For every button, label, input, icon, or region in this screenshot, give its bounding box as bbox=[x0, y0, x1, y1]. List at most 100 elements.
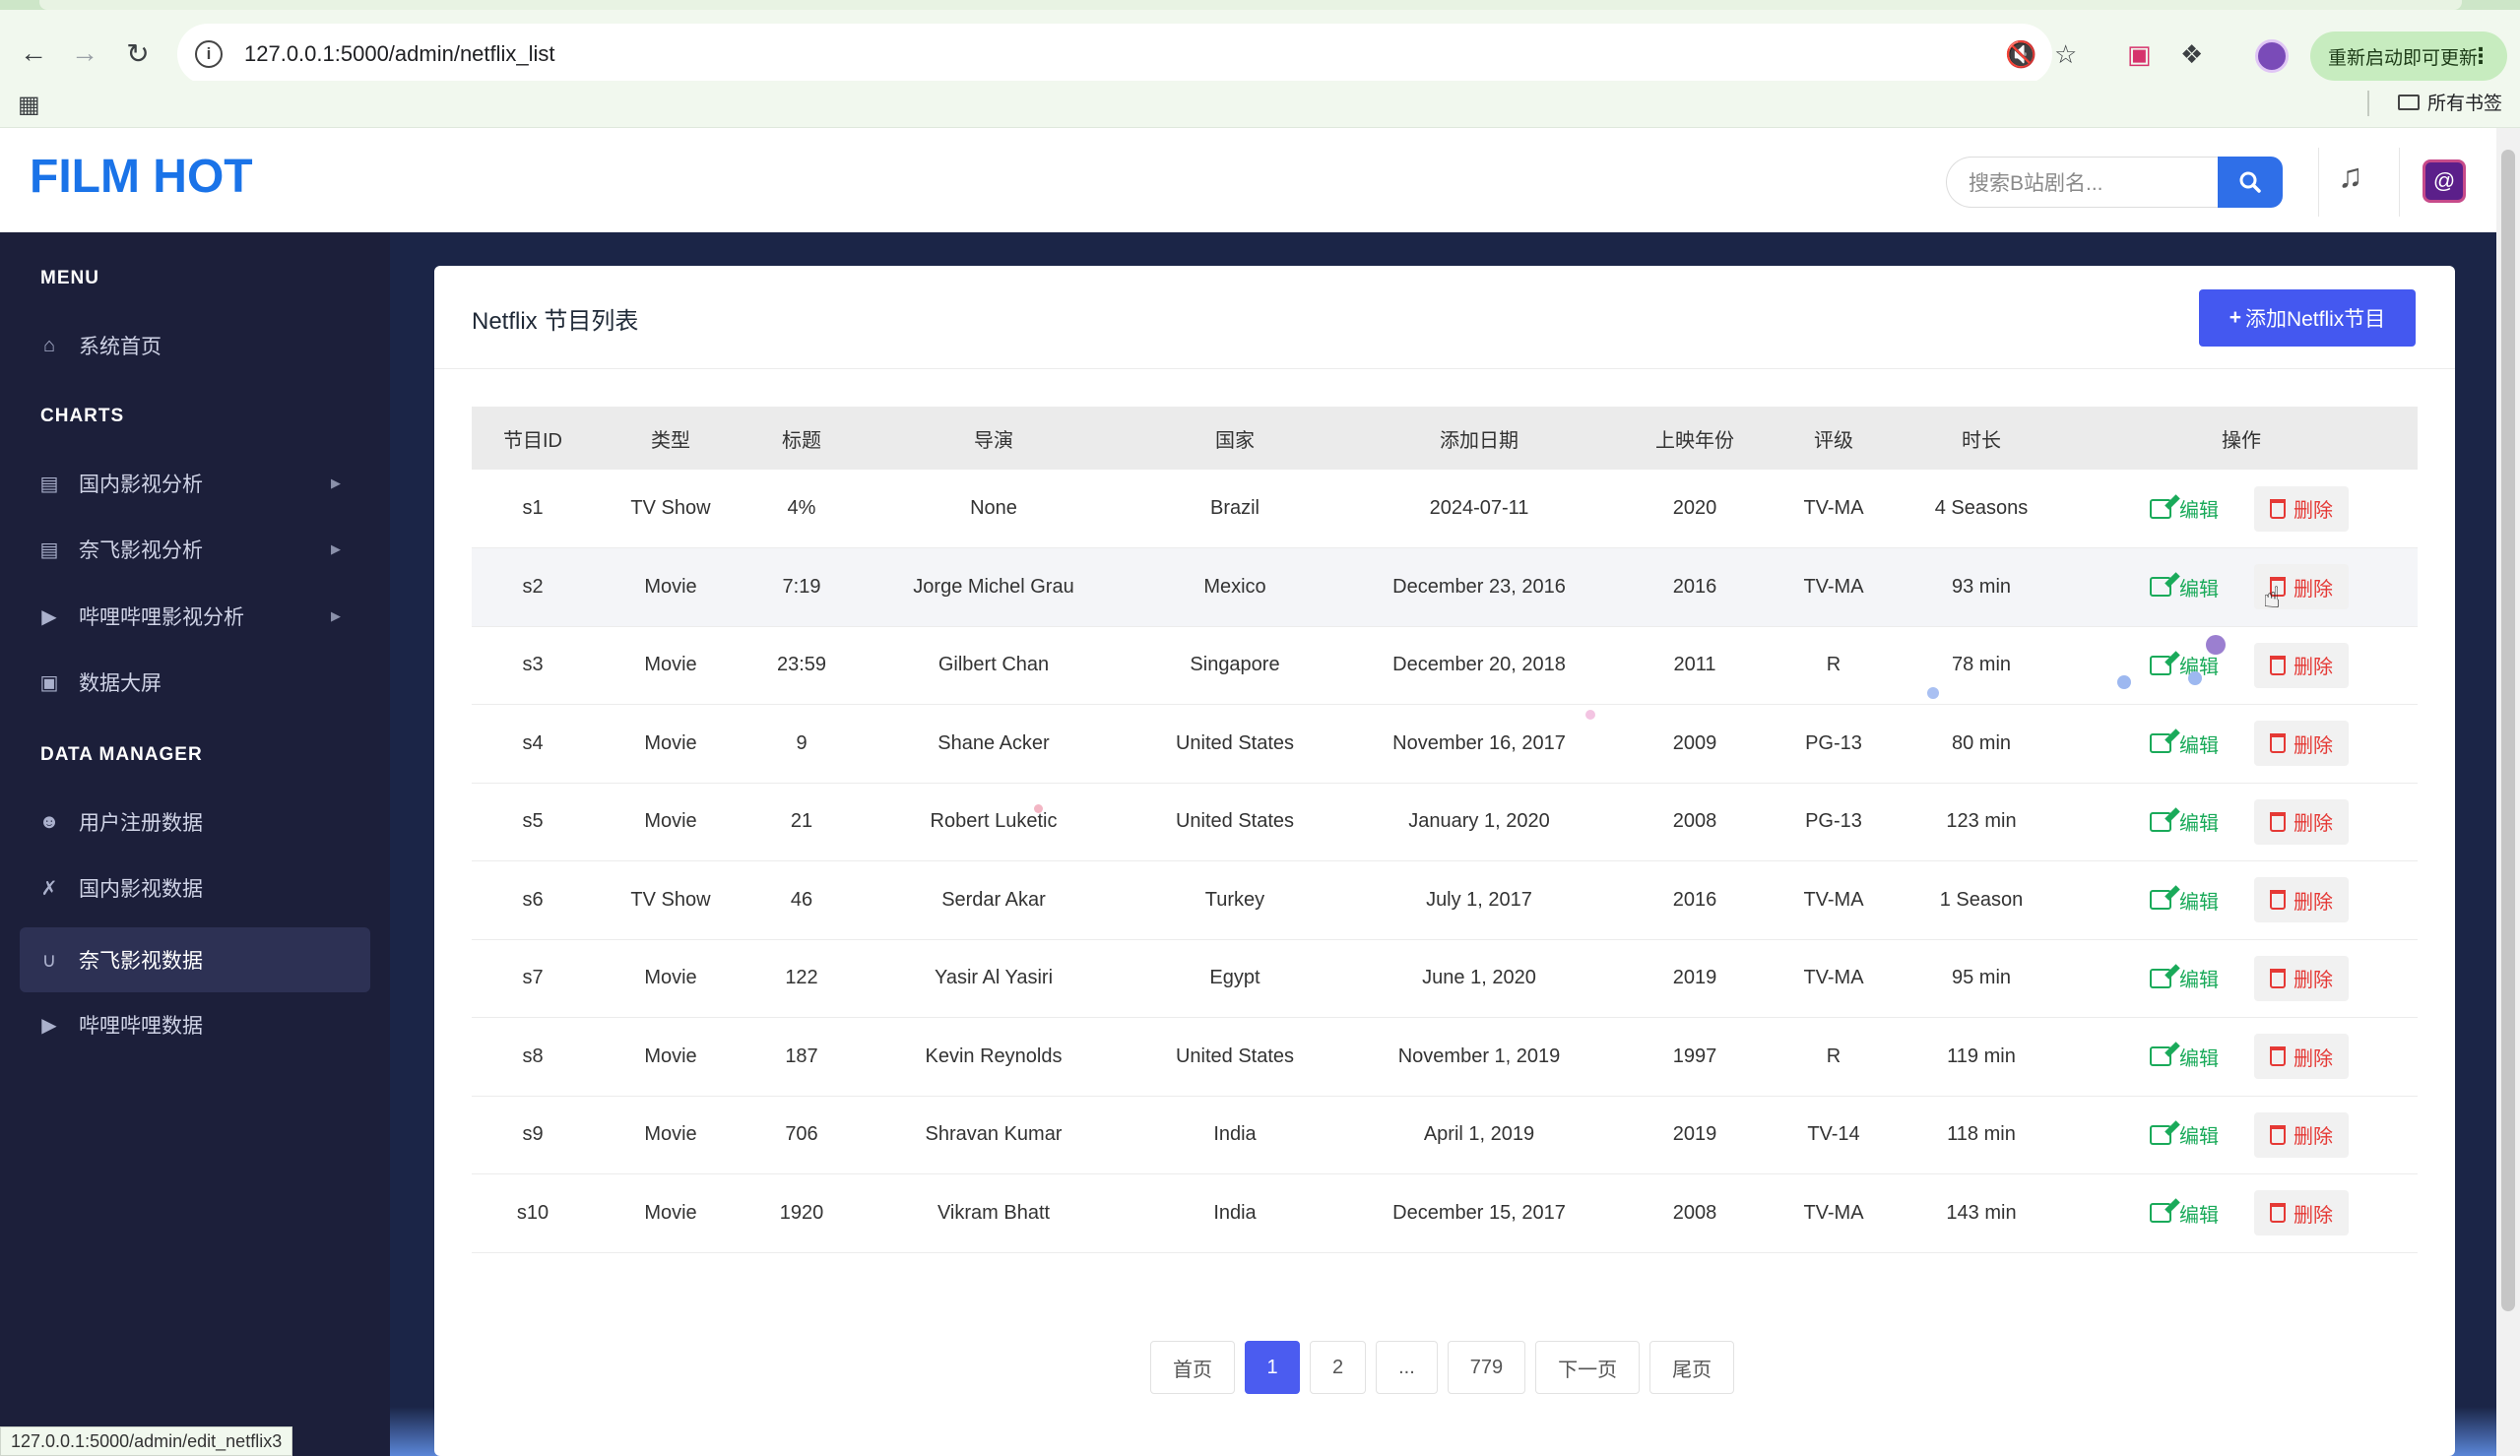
actions-cell: 编辑 删除 bbox=[2065, 1173, 2418, 1253]
page-button[interactable]: ... bbox=[1376, 1341, 1438, 1394]
translate-extension-icon[interactable]: ▣ bbox=[2127, 39, 2152, 69]
trash-icon bbox=[2270, 733, 2286, 754]
table-cell: 80 min bbox=[1898, 704, 2065, 784]
edit-button[interactable]: 编辑 bbox=[2134, 877, 2234, 922]
table-cell: s10 bbox=[472, 1173, 594, 1253]
search-input[interactable]: 搜索B站剧名... bbox=[1946, 157, 2218, 208]
table-row: s5 Movie 21 Robert Luketic United States Janu… bbox=[472, 783, 2418, 861]
edit-icon bbox=[2150, 968, 2171, 988]
restart-update-button[interactable]: 重新启动即可更新 ⋮ bbox=[2310, 32, 2507, 81]
search-button[interactable] bbox=[2218, 157, 2283, 208]
sidebar-item-label: 国内影视分析 bbox=[79, 474, 203, 496]
table-cell: 2009 bbox=[1620, 704, 1770, 784]
table-cell: April 1, 2019 bbox=[1338, 1096, 1620, 1174]
edit-button[interactable]: 编辑 bbox=[2134, 799, 2234, 845]
table-row: s10 Movie 1920 Vikram Bhatt India December 15… bbox=[472, 1173, 2418, 1253]
logo[interactable]: FILM HOT bbox=[30, 151, 253, 203]
edit-label: 编辑 bbox=[2179, 1047, 2219, 1070]
scrollbar-thumb[interactable] bbox=[2501, 150, 2515, 1311]
table-cell: 118 min bbox=[1898, 1096, 2065, 1174]
active-tab[interactable] bbox=[39, 0, 2462, 10]
music-icon[interactable]: ♫ bbox=[2338, 158, 2363, 195]
delete-button[interactable]: 删除 bbox=[2254, 955, 2349, 1001]
table-cell: s3 bbox=[472, 626, 594, 705]
search-placeholder: 搜索B站剧名... bbox=[1969, 172, 2103, 195]
edit-button[interactable]: 编辑 bbox=[2134, 486, 2234, 532]
column-header: 类型 bbox=[594, 407, 747, 470]
avatar[interactable]: @ bbox=[2423, 159, 2466, 203]
page-title: Netflix 节目列表 bbox=[472, 308, 639, 335]
page-button[interactable]: 779 bbox=[1447, 1341, 1526, 1394]
trash-icon bbox=[2270, 655, 2286, 675]
table-cell: Movie bbox=[594, 704, 747, 784]
table-cell: TV-MA bbox=[1770, 1173, 1898, 1253]
edit-button[interactable]: 编辑 bbox=[2134, 1034, 2234, 1079]
apps-grid-icon[interactable]: ▦ bbox=[18, 92, 40, 118]
table-cell: PG-13 bbox=[1770, 783, 1898, 861]
delete-button[interactable]: 删除 bbox=[2254, 721, 2349, 767]
menu-dots-icon[interactable]: ⋮ bbox=[2470, 43, 2491, 68]
table-cell: Gilbert Chan bbox=[856, 626, 1131, 705]
column-header: 添加日期 bbox=[1338, 407, 1620, 470]
column-header: 标题 bbox=[747, 407, 856, 470]
table-cell: 46 bbox=[747, 860, 856, 940]
table-cell: 2019 bbox=[1620, 939, 1770, 1018]
delete-label: 删除 bbox=[2294, 734, 2333, 757]
add-netflix-button[interactable]: + 添加Netflix节目 bbox=[2199, 289, 2416, 347]
table-cell: June 1, 2020 bbox=[1338, 939, 1620, 1018]
column-header: 节目ID bbox=[472, 407, 594, 470]
tab-strip bbox=[0, 0, 2520, 10]
sidebar-item-bilibili-analysis[interactable]: ▶ 哔哩哔哩影视分析 ▶ bbox=[20, 584, 370, 649]
sidebar-item-users-data[interactable]: ☻ 用户注册数据 bbox=[20, 790, 370, 855]
page-scrollbar[interactable] bbox=[2496, 128, 2520, 1456]
delete-button[interactable]: 删除 bbox=[2254, 798, 2349, 845]
sidebar-item-home[interactable]: ⌂ 系统首页 bbox=[20, 313, 370, 378]
profile-avatar-icon[interactable] bbox=[2255, 39, 2289, 73]
mute-icon[interactable]: 🔇 bbox=[2005, 39, 2037, 69]
table-cell: TV Show bbox=[594, 860, 747, 940]
edit-button[interactable]: 编辑 bbox=[2134, 1112, 2234, 1158]
reload-icon[interactable]: ↻ bbox=[126, 37, 150, 69]
add-netflix-label: 添加Netflix节目 bbox=[2244, 308, 2386, 331]
delete-button[interactable]: 删除 bbox=[2254, 877, 2349, 923]
edit-button[interactable]: 编辑 bbox=[2134, 1190, 2234, 1235]
all-bookmarks-button[interactable]: 所有书签 bbox=[2398, 89, 2502, 115]
delete-label: 删除 bbox=[2294, 578, 2333, 601]
bookmark-star-icon[interactable]: ☆ bbox=[2054, 39, 2078, 69]
sidebar-item-netflix-analysis[interactable]: ▤ 奈飞影视分析 ▶ bbox=[20, 517, 370, 582]
edit-button[interactable]: 编辑 bbox=[2134, 564, 2234, 609]
sidebar-item-dashboard[interactable]: ▣ 数据大屏 bbox=[20, 650, 370, 715]
table-cell: TV Show bbox=[594, 470, 747, 548]
table-cell: Egypt bbox=[1131, 939, 1338, 1018]
sidebar-item-bilibili-data[interactable]: ▶ 哔哩哔哩数据 bbox=[20, 992, 370, 1057]
delete-button[interactable]: 删除 bbox=[2254, 642, 2349, 688]
delete-button[interactable]: 删除 bbox=[2254, 1034, 2349, 1080]
table-cell: Robert Luketic bbox=[856, 783, 1131, 861]
edit-icon bbox=[2150, 890, 2171, 911]
address-bar[interactable]: i 127.0.0.1:5000/admin/netflix_list bbox=[177, 24, 2052, 85]
page-button[interactable]: 下一页 bbox=[1535, 1341, 1641, 1394]
page-button[interactable]: 1 bbox=[1245, 1341, 1300, 1394]
sidebar-item-domestic-data[interactable]: ✗ 国内影视数据 bbox=[20, 855, 370, 920]
sidebar-item-netflix-data[interactable]: ∪ 奈飞影视数据 bbox=[20, 927, 370, 992]
site-info-icon[interactable]: i bbox=[195, 40, 223, 68]
address-url[interactable]: 127.0.0.1:5000/admin/netflix_list bbox=[244, 41, 555, 66]
table-cell: Serdar Akar bbox=[856, 860, 1131, 940]
edit-button[interactable]: 编辑 bbox=[2134, 956, 2234, 1001]
back-icon[interactable]: ← bbox=[20, 37, 47, 68]
edit-icon bbox=[2150, 733, 2171, 754]
edit-button[interactable]: 编辑 bbox=[2134, 721, 2234, 766]
delete-button[interactable]: 删除 bbox=[2254, 1190, 2349, 1236]
table-cell: TV-MA bbox=[1770, 470, 1898, 548]
delete-button[interactable]: 删除 bbox=[2254, 485, 2349, 532]
page-button[interactable]: 尾页 bbox=[1649, 1341, 1735, 1394]
page-button[interactable]: 首页 bbox=[1150, 1341, 1235, 1394]
table-row: s3 Movie 23:59 Gilbert Chan Singapore Decembe… bbox=[472, 626, 2418, 705]
extensions-icon[interactable]: ❖ bbox=[2180, 39, 2204, 69]
sidebar-item-domestic-analysis[interactable]: ▤ 国内影视分析 ▶ bbox=[20, 451, 370, 516]
browser-toolbar: ← → ↻ i 127.0.0.1:5000/admin/netflix_lis… bbox=[0, 10, 2520, 85]
delete-button[interactable]: 删除 bbox=[2254, 1111, 2349, 1158]
delete-button[interactable]: 删除 bbox=[2254, 564, 2349, 610]
page-button[interactable]: 2 bbox=[1310, 1341, 1367, 1394]
forward-icon[interactable]: → bbox=[71, 37, 98, 68]
